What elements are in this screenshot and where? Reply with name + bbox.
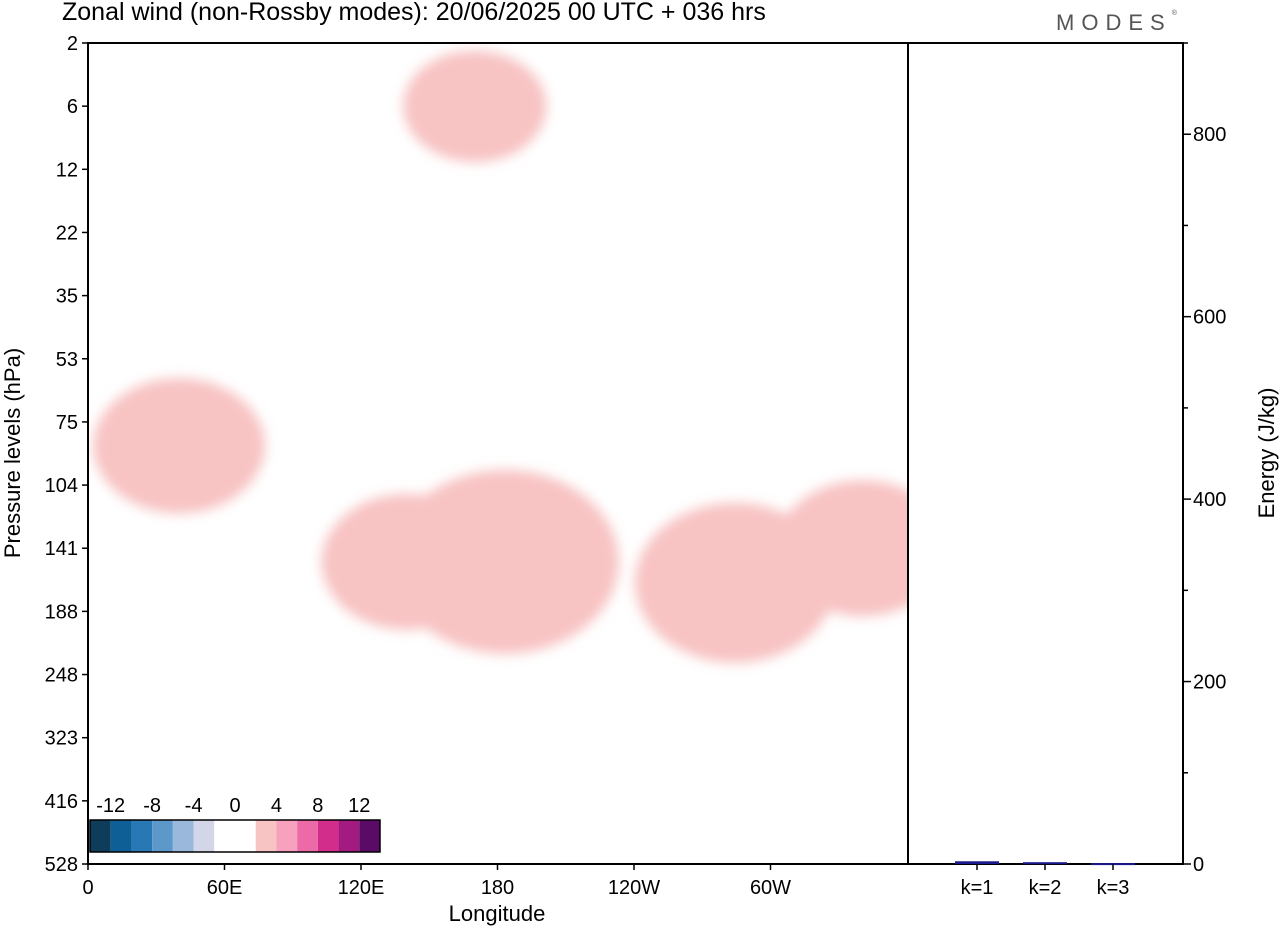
colorbar-swatch: [90, 820, 111, 852]
energy-bar-panel: 0 200 400 600 800 k=1 k=2 k=3: [907, 42, 1226, 899]
colorbar-swatch: [297, 820, 318, 852]
y-axis-title: Pressure levels (hPa): [0, 348, 25, 558]
x-tick-label: 180: [481, 877, 514, 899]
energy-bar: [1023, 862, 1067, 865]
colorbar-label: -12: [96, 795, 125, 817]
y-tick-label: 416: [45, 791, 78, 813]
brand-logo: MODES®: [1056, 10, 1177, 35]
energy-axis-title: Energy (J/kg): [1254, 388, 1279, 519]
energy-tick-label: 200: [1193, 672, 1226, 694]
colorbar-swatch: [359, 820, 380, 852]
x-tick-label: 120E: [338, 877, 385, 899]
colorbar-swatch: [276, 820, 298, 852]
colorbar-swatch: [131, 820, 153, 852]
colorbar-swatch: [338, 820, 360, 852]
bar-panel-border: [907, 42, 1184, 865]
y-axis: 2 6 12 22 35 53 75 104 141 188 248 323 416 528: [45, 33, 88, 876]
colorbar: -12 -8 -4 0 4 8 12: [89, 795, 381, 853]
y-tick-label: 22: [56, 222, 78, 244]
heatmap-contour: [776, 480, 908, 617]
colorbar-border: [89, 819, 381, 853]
y-tick-label: 248: [45, 665, 78, 687]
heatmap-contour: [93, 378, 266, 515]
colorbar-swatch: [172, 820, 194, 852]
y-tick-label: 6: [67, 96, 78, 118]
heatmap-contour: [390, 469, 619, 654]
x-tick-label: 60W: [750, 877, 791, 899]
colorbar-swatch: [235, 820, 256, 852]
y-tick-label: 188: [45, 601, 78, 623]
heatmap-contour: [403, 50, 548, 163]
bar-category-label: k=2: [1029, 877, 1062, 899]
colorbar-swatch: [152, 820, 173, 852]
colorbar-label: 8: [312, 795, 323, 817]
y-tick-label: 12: [56, 159, 78, 181]
heatmap-blobs: [88, 43, 908, 663]
y-tick-label: 104: [45, 475, 78, 497]
heatmap-field: [88, 43, 908, 864]
x-axis-title: Longitude: [449, 901, 546, 926]
colorbar-label: 12: [348, 795, 370, 817]
x-axis: 0 60E 120E 180 120W 60W: [82, 864, 791, 899]
energy-tick-label: 400: [1193, 489, 1226, 511]
colorbar-label: -4: [185, 795, 203, 817]
energy-tick-label: 0: [1193, 854, 1204, 876]
y-tick-label: 323: [45, 728, 78, 750]
heatmap-contour: [165, 468, 366, 629]
y-tick-label: 53: [56, 349, 78, 371]
x-tick-label: 60E: [207, 877, 243, 899]
y-tick-label: 75: [56, 412, 78, 434]
bar-category-label: k=3: [1097, 877, 1130, 899]
energy-tick-label: 600: [1193, 307, 1226, 329]
y-tick-label: 2: [67, 33, 78, 55]
bar-category-label: k=1: [961, 877, 994, 899]
colorbar-swatch: [317, 820, 339, 852]
colorbar-label: 4: [271, 795, 282, 817]
colorbar-swatch: [110, 820, 132, 852]
colorbar-swatch: [193, 820, 215, 852]
colorbar-swatch: [214, 820, 235, 852]
y-tick-label: 141: [45, 538, 78, 560]
y-tick-label: 35: [56, 286, 78, 308]
y-tick-label: 528: [45, 854, 78, 876]
page-title: Zonal wind (non-Rossby modes): 20/06/202…: [62, 0, 766, 26]
colorbar-label: 0: [229, 795, 240, 817]
colorbar-swatch: [255, 820, 277, 852]
energy-bar: [955, 861, 999, 864]
colorbar-label: -8: [143, 795, 161, 817]
x-tick-label: 120W: [608, 877, 660, 899]
energy-tick-label: 800: [1193, 124, 1226, 146]
x-tick-label: 0: [82, 877, 93, 899]
